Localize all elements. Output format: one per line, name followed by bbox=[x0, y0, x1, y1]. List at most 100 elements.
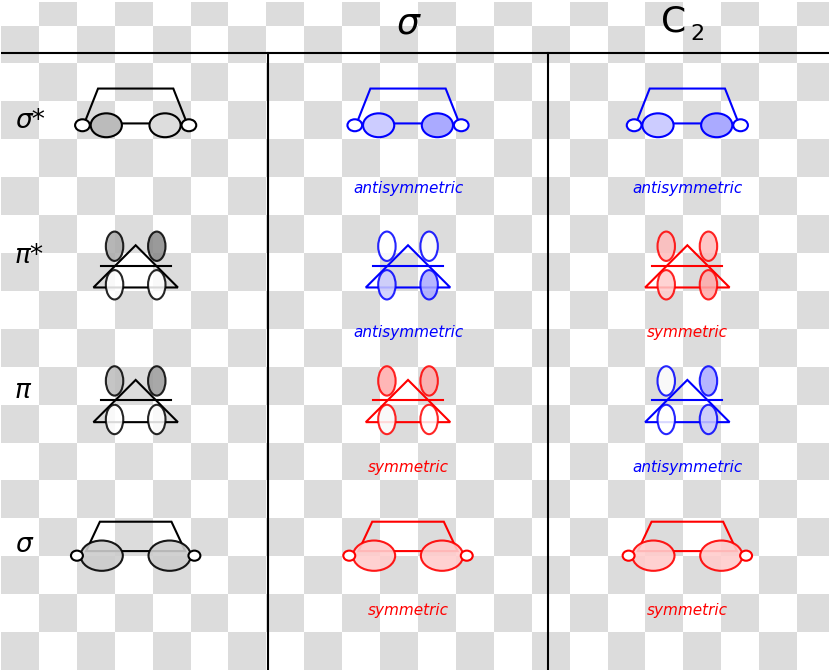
Ellipse shape bbox=[90, 113, 122, 137]
Bar bbox=[191, 25, 228, 64]
Ellipse shape bbox=[348, 119, 362, 131]
Bar bbox=[569, 25, 608, 64]
Bar bbox=[797, 329, 830, 366]
Bar bbox=[683, 443, 721, 480]
Bar bbox=[266, 177, 305, 215]
Bar bbox=[39, 101, 77, 139]
Bar bbox=[797, 366, 830, 405]
Bar bbox=[266, 329, 305, 366]
Bar bbox=[77, 25, 115, 64]
Bar bbox=[305, 594, 342, 632]
Bar bbox=[77, 443, 115, 480]
Bar bbox=[115, 329, 153, 366]
Bar bbox=[532, 0, 569, 25]
Bar bbox=[228, 64, 266, 101]
Bar bbox=[228, 253, 266, 291]
Bar bbox=[532, 405, 569, 443]
Bar bbox=[153, 177, 191, 215]
Text: symmetric: symmetric bbox=[368, 602, 448, 618]
Bar bbox=[569, 139, 608, 177]
Bar bbox=[418, 253, 456, 291]
Bar bbox=[683, 291, 721, 329]
Bar bbox=[380, 443, 418, 480]
Bar bbox=[494, 405, 532, 443]
Ellipse shape bbox=[657, 366, 675, 395]
Bar bbox=[608, 101, 646, 139]
Bar bbox=[759, 25, 797, 64]
Bar bbox=[191, 632, 228, 670]
Bar bbox=[418, 215, 456, 253]
Bar bbox=[191, 405, 228, 443]
Ellipse shape bbox=[700, 405, 717, 434]
Ellipse shape bbox=[363, 113, 394, 137]
Bar bbox=[153, 556, 191, 594]
Bar bbox=[342, 64, 380, 101]
Bar bbox=[115, 215, 153, 253]
Bar bbox=[759, 405, 797, 443]
Bar bbox=[797, 25, 830, 64]
Ellipse shape bbox=[622, 551, 635, 561]
Bar bbox=[305, 405, 342, 443]
Bar bbox=[191, 366, 228, 405]
Bar bbox=[418, 329, 456, 366]
Ellipse shape bbox=[71, 551, 83, 561]
Bar bbox=[569, 480, 608, 519]
Text: σ: σ bbox=[397, 7, 419, 41]
Bar bbox=[569, 443, 608, 480]
Bar bbox=[456, 177, 494, 215]
Bar bbox=[380, 177, 418, 215]
Bar bbox=[494, 64, 532, 101]
Bar bbox=[266, 405, 305, 443]
Bar bbox=[456, 480, 494, 519]
Bar bbox=[418, 101, 456, 139]
Text: symmetric: symmetric bbox=[647, 326, 728, 340]
Bar bbox=[494, 480, 532, 519]
Bar bbox=[418, 366, 456, 405]
Bar bbox=[646, 64, 683, 101]
Text: σ*: σ* bbox=[15, 109, 45, 134]
Bar bbox=[646, 139, 683, 177]
Bar bbox=[683, 64, 721, 101]
Bar bbox=[608, 480, 646, 519]
Ellipse shape bbox=[148, 366, 165, 395]
Bar bbox=[683, 405, 721, 443]
Bar bbox=[721, 405, 759, 443]
Bar bbox=[456, 0, 494, 25]
Bar bbox=[1, 25, 39, 64]
Bar bbox=[342, 366, 380, 405]
Bar bbox=[153, 632, 191, 670]
Bar bbox=[759, 594, 797, 632]
Bar bbox=[305, 556, 342, 594]
Bar bbox=[39, 405, 77, 443]
Bar bbox=[759, 0, 797, 25]
Ellipse shape bbox=[657, 270, 675, 299]
Bar bbox=[721, 253, 759, 291]
Bar bbox=[418, 556, 456, 594]
Bar bbox=[153, 0, 191, 25]
Bar bbox=[342, 177, 380, 215]
Bar bbox=[608, 632, 646, 670]
Ellipse shape bbox=[642, 113, 674, 137]
Bar bbox=[1, 139, 39, 177]
Bar bbox=[456, 329, 494, 366]
Bar bbox=[191, 64, 228, 101]
Bar bbox=[228, 215, 266, 253]
Bar bbox=[342, 0, 380, 25]
Bar bbox=[418, 443, 456, 480]
Bar bbox=[380, 519, 418, 556]
Bar bbox=[228, 519, 266, 556]
Bar bbox=[153, 253, 191, 291]
Bar bbox=[1, 480, 39, 519]
Bar bbox=[228, 366, 266, 405]
Bar bbox=[683, 139, 721, 177]
Bar bbox=[380, 556, 418, 594]
Ellipse shape bbox=[422, 113, 453, 137]
Bar bbox=[228, 25, 266, 64]
Bar bbox=[305, 480, 342, 519]
Bar bbox=[646, 443, 683, 480]
Bar bbox=[380, 64, 418, 101]
Bar bbox=[683, 594, 721, 632]
Ellipse shape bbox=[454, 119, 469, 131]
Bar bbox=[228, 0, 266, 25]
Ellipse shape bbox=[421, 541, 463, 571]
